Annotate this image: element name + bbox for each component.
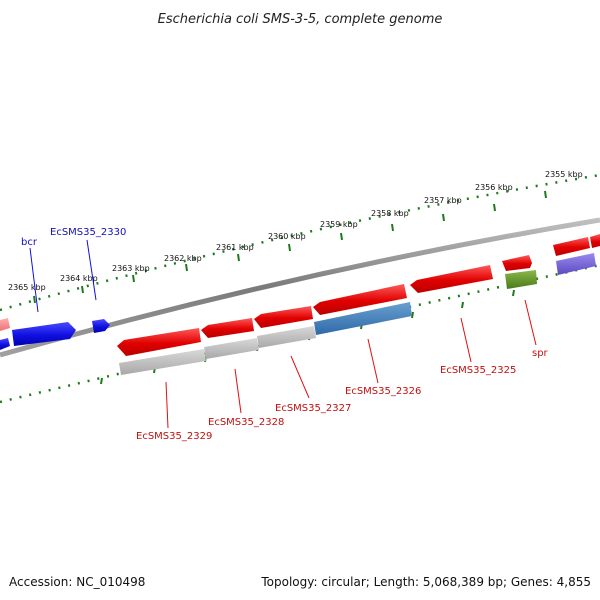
gene-arrow[interactable]: [590, 234, 600, 248]
gene-annotation-bar: [314, 302, 412, 335]
scale-label: 2364 kbp: [60, 274, 98, 283]
gene-label-bcr: bcr: [21, 237, 38, 248]
gene-arrow-EcSMS35_2327[interactable]: [254, 306, 313, 328]
gene-label-spr: spr: [532, 348, 549, 359]
scale-label: 2365 kbp: [8, 283, 46, 292]
scale-label: 2355 kbp: [545, 170, 583, 179]
gene-arrow[interactable]: [553, 237, 590, 256]
outer-scale-track: [0, 173, 600, 312]
gene-label-EcSMS35_2329: EcSMS35_2329: [136, 431, 212, 442]
gene-arrow-EcSMS35_2328[interactable]: [201, 318, 254, 338]
gene-arrow-EcSMS35_2325[interactable]: [410, 265, 493, 293]
scale-label: 2362 kbp: [164, 254, 202, 263]
gene-arrow-EcSMS35_2326[interactable]: [313, 284, 407, 315]
label-leaders: [29, 239, 537, 429]
gene-arrow-EcSMS35_2330[interactable]: [92, 319, 110, 333]
gene-arrow-bcr[interactable]: [12, 322, 76, 346]
gene-annotation-bar: [204, 338, 259, 359]
scale-labels: 2355 kbp 2356 kbp 2357 kbp 2358 kbp 2359…: [8, 170, 583, 292]
gene-label-EcSMS35_2326: EcSMS35_2326: [345, 386, 421, 397]
genome-backbone: [0, 217, 600, 358]
gene-arrow[interactable]: [0, 338, 10, 350]
gene-arrow-EcSMS35_2329[interactable]: [117, 328, 201, 356]
scale-label: 2360 kbp: [268, 232, 306, 241]
gene-arrow[interactable]: [0, 318, 10, 331]
outer-major-ticks: [33, 190, 547, 304]
gene-label-EcSMS35_2328: EcSMS35_2328: [208, 417, 284, 428]
gene-arrow[interactable]: [556, 253, 596, 275]
reverse-genes: [0, 265, 493, 375]
gene-label-EcSMS35_2327: EcSMS35_2327: [275, 403, 351, 414]
scale-label: 2359 kbp: [320, 220, 358, 229]
gene-annotation-bar: [257, 326, 316, 348]
gene-label-EcSMS35_2330: EcSMS35_2330: [50, 227, 126, 238]
scale-label: 2357 kbp: [424, 196, 462, 205]
gene-arrow[interactable]: [502, 255, 532, 271]
scale-label: 2361 kbp: [216, 243, 254, 252]
forward-genes: [0, 234, 600, 346]
scale-label: 2358 kbp: [371, 209, 409, 218]
gene-arrow-spr[interactable]: [505, 270, 537, 289]
scale-label: 2356 kbp: [475, 183, 513, 192]
gene-labels: bcr EcSMS35_2330 EcSMS35_2329 EcSMS35_23…: [21, 227, 549, 442]
gene-label-EcSMS35_2325: EcSMS35_2325: [440, 365, 516, 376]
accession-text: Accession: NC_010498: [9, 575, 145, 589]
scale-label: 2363 kbp: [112, 264, 150, 273]
genome-summary-text: Topology: circular; Length: 5,068,389 bp…: [260, 575, 591, 589]
gene-annotation-bar: [119, 349, 206, 375]
map-title: Escherichia coli SMS-3-5, complete genom…: [158, 12, 443, 27]
